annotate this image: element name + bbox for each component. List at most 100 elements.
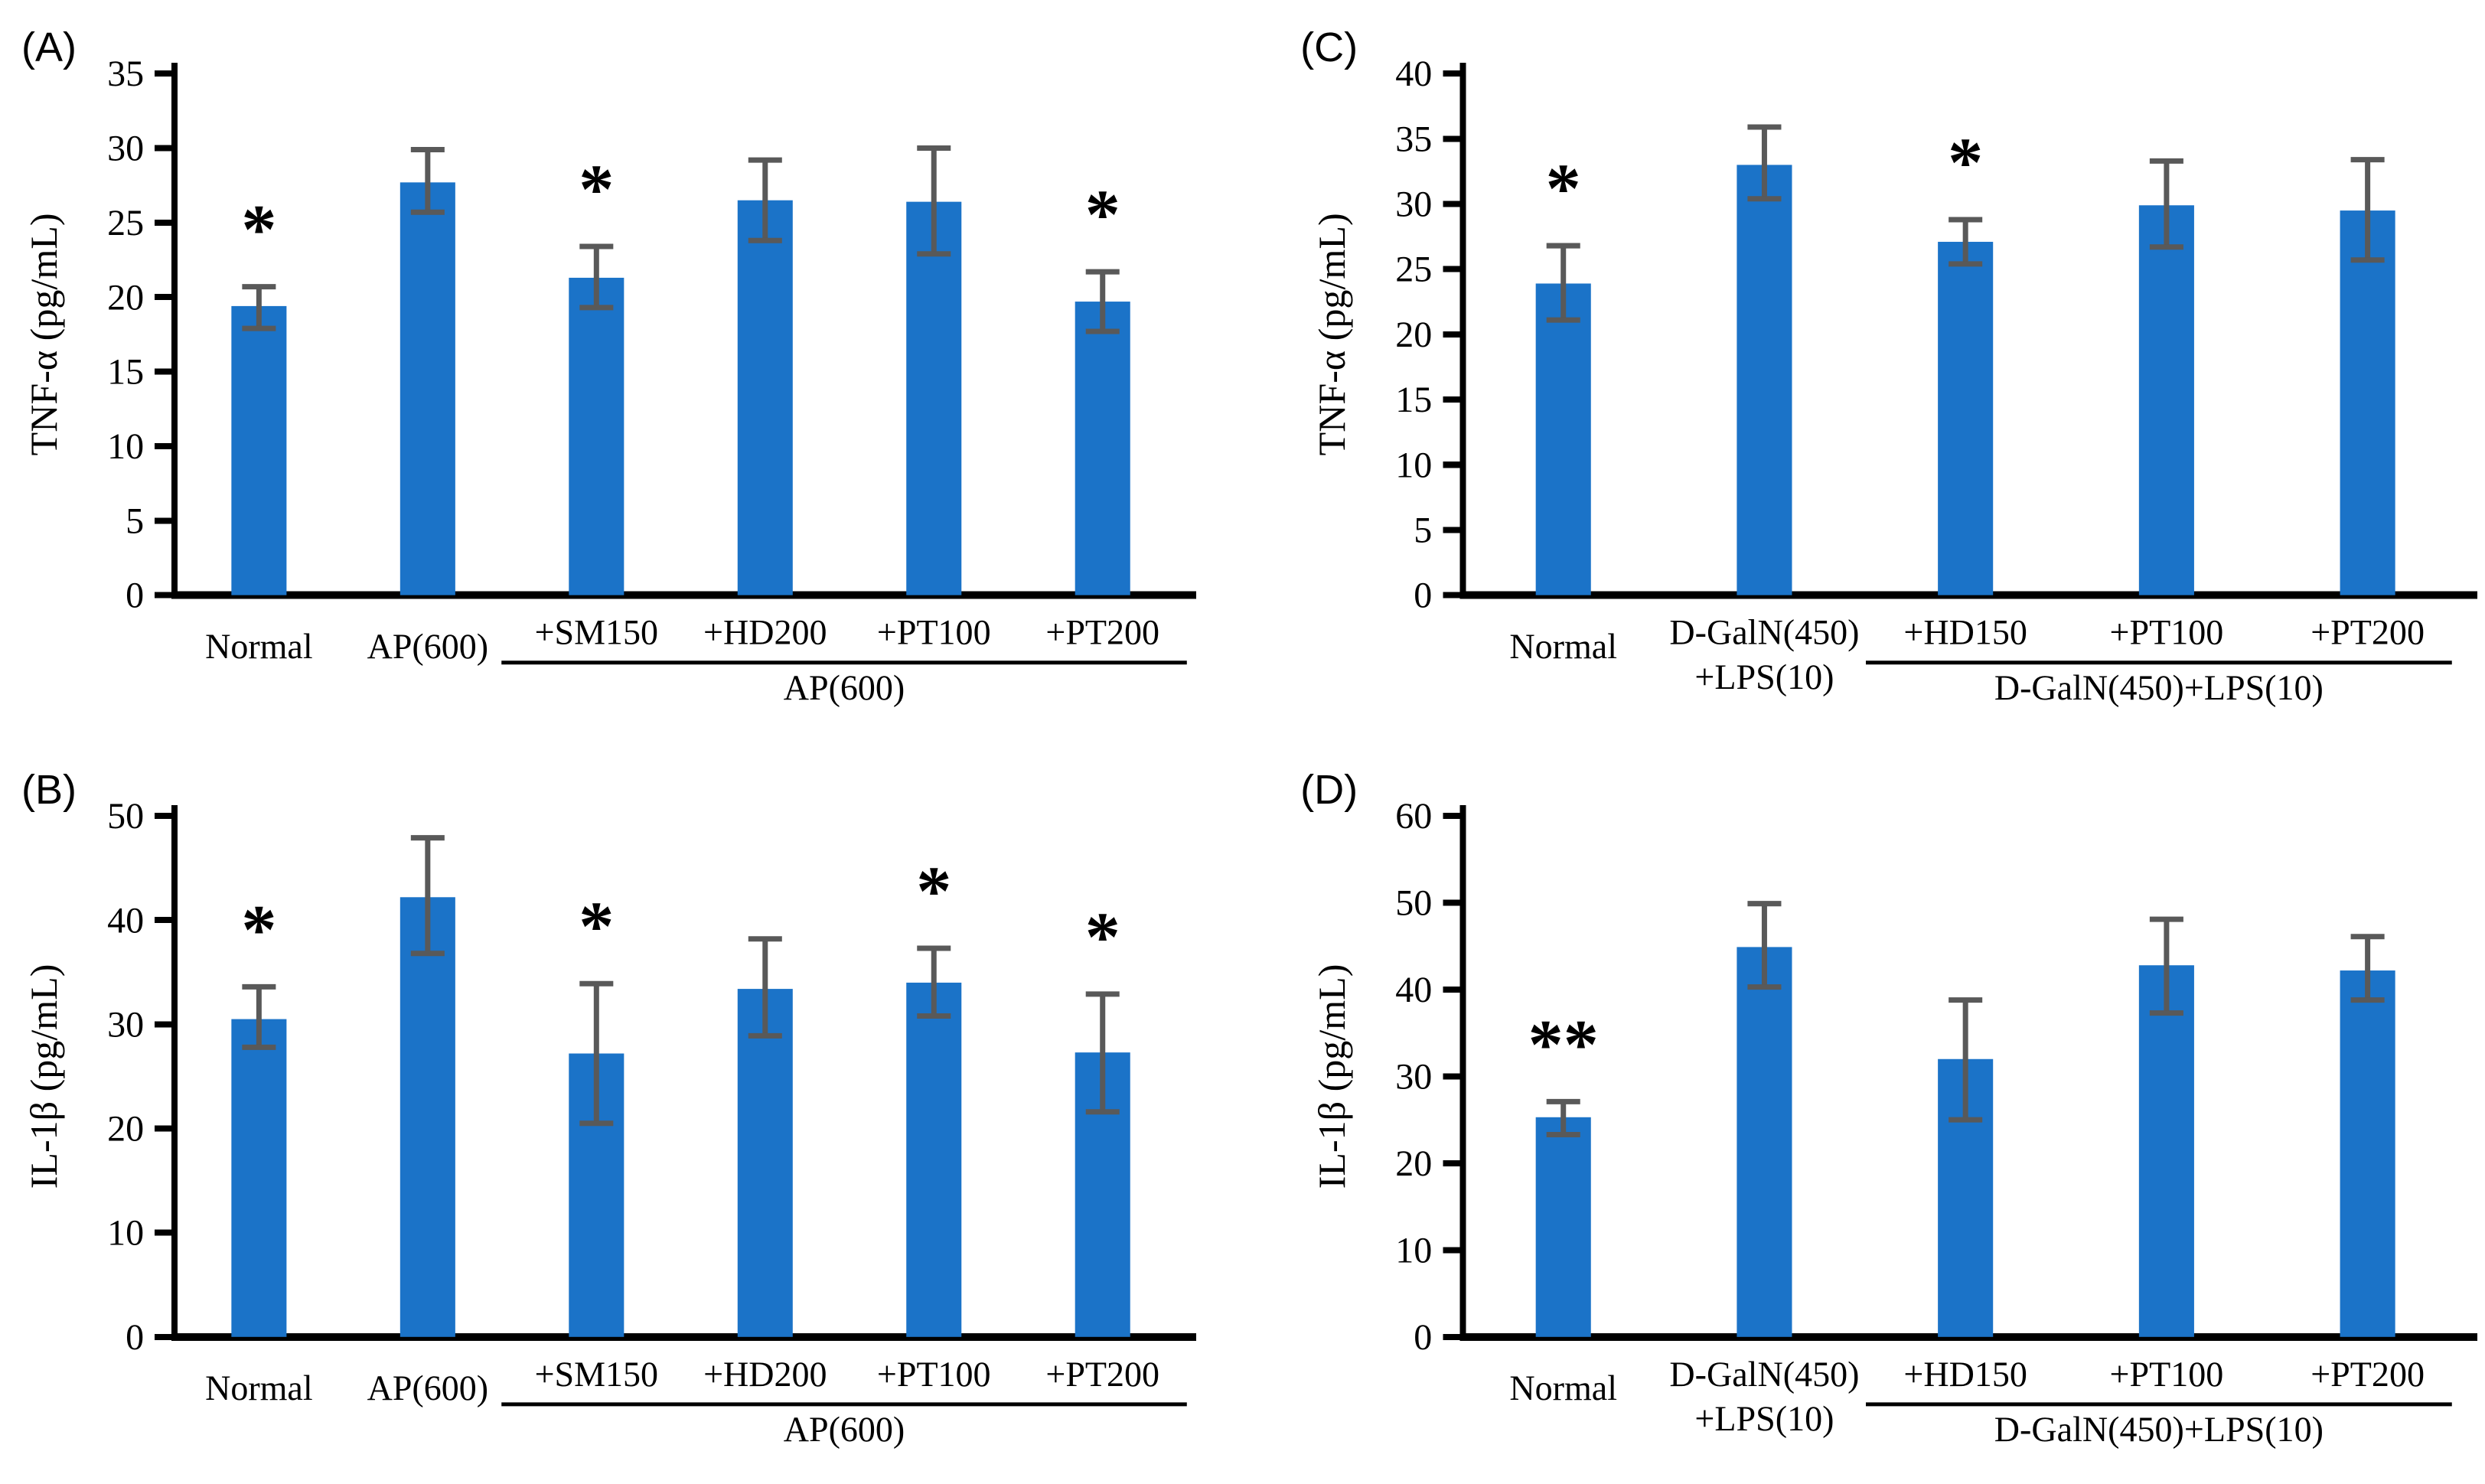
panel-letter: (C): [1300, 24, 1358, 70]
y-tick-label: 60: [1395, 796, 1432, 837]
x-category-label: Normal: [205, 1368, 313, 1407]
x-category-label: +LPS(10): [1694, 1399, 1834, 1438]
y-tick-label: 50: [107, 796, 144, 837]
x-category-label: +HD150: [1903, 1355, 2027, 1394]
x-category-label: +HD200: [703, 1355, 827, 1394]
y-tick-label: 25: [1395, 250, 1432, 290]
panel-d: (D) IL-1β (pg/mL) 0 10 20 30 40 50 60 ** Normal D-G…: [1242, 742, 2485, 1484]
x-category-label: D-GalN(450): [1669, 1355, 1859, 1394]
x-category-label: +PT100: [2109, 1355, 2223, 1394]
y-tick-label: 20: [107, 1109, 144, 1150]
x-category-label: +PT200: [1045, 1355, 1159, 1394]
y-tick-label: 20: [1395, 315, 1432, 355]
x-category-label: +PT200: [2311, 1355, 2425, 1394]
x-category-label: +HD150: [1903, 613, 2027, 652]
x-category-label: Normal: [1509, 627, 1617, 666]
bar: [906, 982, 962, 1337]
y-tick-label: 20: [107, 277, 144, 318]
y-tick-label: 20: [1395, 1143, 1432, 1184]
x-category-label: +SM150: [535, 1355, 658, 1394]
x-category-label: +PT100: [877, 613, 991, 652]
y-tick-label: 30: [107, 129, 144, 169]
bar: [231, 1019, 287, 1337]
panel-c-chart: (C) TNF-α (pg/mL) 0 5 10 15 20 25 30 35 40 * Normal D…: [1300, 24, 2477, 707]
y-tick-label: 5: [1414, 510, 1432, 550]
significance-marker: *: [579, 887, 614, 965]
y-tick-label: 10: [107, 426, 144, 467]
y-tick-label: 0: [126, 1317, 144, 1358]
panel-d-chart: (D) IL-1β (pg/mL) 0 10 20 30 40 50 60 ** Normal D-G…: [1300, 767, 2477, 1449]
x-category-label: +PT200: [2311, 613, 2425, 652]
y-tick-label: 50: [1395, 883, 1432, 924]
panel-letter: (D): [1300, 767, 1358, 813]
y-tick-label: 40: [1395, 970, 1432, 1010]
x-category-label: +LPS(10): [1694, 657, 1834, 696]
bar: [906, 201, 962, 595]
x-category-label: AP(600): [367, 627, 488, 666]
y-tick-label: 0: [1414, 1317, 1432, 1358]
y-tick-label: 40: [1395, 54, 1432, 94]
y-tick-label: 35: [1395, 119, 1432, 159]
x-category-label: Normal: [1509, 1368, 1617, 1407]
x-category-label: +HD200: [703, 613, 827, 652]
bar: [2138, 205, 2194, 595]
bar: [1737, 947, 1792, 1337]
significance-marker: *: [1948, 123, 1983, 201]
bar: [1075, 302, 1130, 595]
y-axis-title: TNF-α (pg/mL): [1310, 213, 1353, 455]
y-tick-label: 40: [107, 900, 144, 941]
bar: [737, 989, 793, 1337]
y-tick-label: 0: [126, 576, 144, 616]
y-tick-label: 0: [1414, 576, 1432, 616]
x-category-label: +SM150: [535, 613, 658, 652]
y-axis-title: IL-1β (pg/mL): [22, 964, 65, 1189]
y-tick-label: 15: [107, 352, 144, 393]
panel-c: (C) TNF-α (pg/mL) 0 5 10 15 20 25 30 35 40 * Normal D…: [1242, 0, 2485, 742]
panel-b: (B) IL-1β (pg/mL) 0 10 20 30 40 50 * Normal AP(600…: [0, 742, 1242, 1484]
x-category-label: Normal: [205, 627, 313, 666]
significance-marker: *: [916, 852, 951, 930]
significance-marker: *: [579, 150, 614, 228]
y-tick-label: 35: [107, 54, 144, 94]
bar: [231, 305, 287, 595]
significance-marker: *: [1546, 149, 1581, 227]
significance-marker: *: [241, 190, 276, 268]
bar: [1535, 1117, 1591, 1337]
significance-marker: *: [1085, 175, 1120, 253]
bar: [2138, 965, 2194, 1337]
panel-a: (A) TNF-α (pg/mL) 0 5 10 15 20 25 30 35 * Normal AP(…: [0, 0, 1242, 742]
bar: [399, 182, 455, 595]
significance-marker: **: [1528, 1005, 1599, 1083]
bar: [2340, 970, 2395, 1337]
x-category-label: +PT100: [2110, 613, 2224, 652]
y-tick-label: 5: [126, 501, 144, 541]
bar: [737, 200, 793, 595]
y-axis-title: IL-1β (pg/mL): [1310, 964, 1353, 1189]
y-tick-label: 30: [1395, 184, 1432, 225]
panel-a-chart: (A) TNF-α (pg/mL) 0 5 10 15 20 25 30 35 * Normal AP(…: [21, 24, 1196, 707]
y-tick-label: 30: [107, 1004, 144, 1045]
panel-b-chart: (B) IL-1β (pg/mL) 0 10 20 30 40 50 * Normal AP(600…: [21, 767, 1196, 1449]
y-tick-label: 10: [1395, 1230, 1432, 1270]
group-label: D-GalN(450)+LPS(10): [1994, 668, 2324, 707]
y-tick-label: 15: [1395, 380, 1432, 420]
group-label: AP(600): [784, 668, 905, 707]
x-category-label: +PT100: [877, 1355, 991, 1394]
bar: [1535, 283, 1591, 595]
bar: [2340, 210, 2395, 595]
y-tick-label: 25: [107, 203, 144, 243]
bar: [569, 277, 625, 595]
y-tick-label: 30: [1395, 1056, 1432, 1097]
x-category-label: AP(600): [367, 1368, 488, 1407]
bar: [1737, 165, 1792, 595]
y-axis-title: TNF-α (pg/mL): [22, 213, 65, 455]
panel-letter: (B): [21, 767, 77, 813]
x-category-label: D-GalN(450): [1669, 613, 1859, 652]
bar: [1938, 241, 1994, 595]
significance-marker: *: [241, 890, 276, 968]
group-label: D-GalN(450)+LPS(10): [1994, 1410, 2324, 1449]
bar: [399, 897, 455, 1337]
y-tick-label: 10: [1395, 445, 1432, 485]
group-label: AP(600): [784, 1410, 905, 1449]
